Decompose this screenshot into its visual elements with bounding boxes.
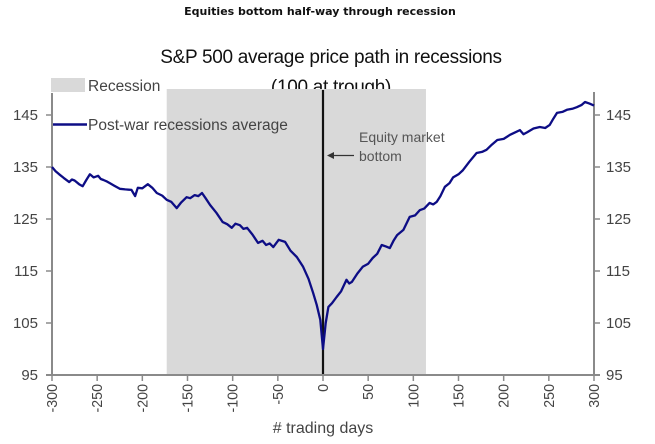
y-tick-label-left: 135 (13, 159, 38, 176)
x-tick-label: 100 (406, 384, 422, 408)
x-tick-label: -300 (45, 384, 61, 412)
series-line-post-war-average (51, 100, 595, 351)
legend-label-average: Post-war recessions average (88, 117, 288, 134)
x-tick-label: -100 (225, 384, 241, 412)
y-tick-label-left: 145 (13, 107, 38, 124)
page-heading: Equities bottom half-way through recessi… (184, 5, 456, 18)
x-tick-label: 0 (316, 384, 332, 392)
y-tick-label-right: 125 (606, 211, 631, 228)
y-tick-label-left: 125 (13, 211, 38, 228)
shaded-regions (166, 89, 426, 375)
chart-title: S&P 500 average price path in recessions (160, 47, 501, 68)
y-tick-label-left: 105 (13, 315, 38, 332)
x-tick-label: -250 (90, 384, 106, 412)
y-tick-label-right: 115 (606, 263, 630, 280)
x-tick-label: 50 (361, 384, 377, 400)
y-tick-label-right: 145 (606, 107, 631, 124)
axes: 95 95 105 105 115 115 125 125 135 135 145 145 -300 -2… (13, 92, 631, 412)
x-tick-label: -150 (180, 384, 196, 412)
annotation-arrow-head (327, 152, 334, 159)
legend: Recession Post-war recessions average (51, 78, 288, 134)
annotation-line-2: bottom (359, 148, 402, 164)
y-tick-label-left: 115 (14, 263, 38, 280)
annotation-equity-bottom: Equity market bottom (327, 129, 445, 164)
recession-shading (166, 89, 426, 375)
x-tick-label: 300 (587, 384, 603, 408)
x-tick-label: 150 (451, 384, 467, 408)
annotation-line-1: Equity market (359, 129, 445, 145)
x-axis-title: # trading days (273, 420, 374, 437)
y-tick-label-left: 95 (21, 367, 38, 384)
y-tick-label-right: 135 (606, 159, 631, 176)
x-tick-label: -50 (271, 384, 287, 405)
x-tick-label: -200 (135, 384, 151, 412)
legend-label-recession: Recession (88, 78, 160, 95)
y-tick-label-right: 105 (606, 315, 631, 332)
y-tick-label-right: 95 (606, 367, 623, 384)
legend-swatch-recession (51, 78, 85, 92)
series (51, 100, 595, 351)
x-tick-label: 250 (542, 384, 558, 408)
x-tick-label: 200 (496, 384, 512, 408)
